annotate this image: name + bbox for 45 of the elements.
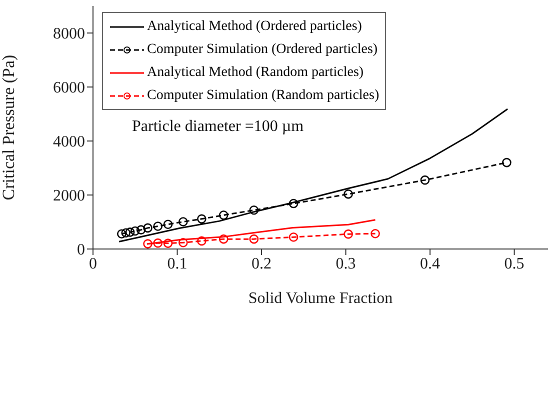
annotation: Particle diameter =100 µm	[132, 118, 304, 136]
point	[178, 217, 188, 226]
point	[218, 210, 228, 220]
point	[502, 158, 512, 168]
point	[288, 232, 298, 242]
legend-label: Analytical Method (Ordered particles)	[147, 18, 362, 34]
point	[130, 226, 140, 236]
point	[249, 205, 259, 215]
point	[121, 228, 131, 238]
point	[344, 189, 353, 199]
point	[153, 238, 163, 248]
y-tick-label: 6000	[53, 80, 85, 97]
x-tick-label: 0.4	[420, 255, 440, 272]
x-tick-label: 0.1	[167, 255, 188, 272]
x-tick-label: 0.3	[336, 255, 356, 272]
x-tick-label: 0.5	[504, 255, 524, 272]
point	[218, 234, 228, 244]
point	[344, 229, 353, 239]
x-tick-label: 0	[89, 255, 97, 272]
y-tick-label: 2000	[53, 188, 85, 205]
y-tick-label: 8000	[53, 26, 85, 43]
point	[163, 220, 173, 230]
point	[125, 228, 135, 237]
x-axis-title: Solid Volume Fraction	[248, 290, 393, 307]
y-axis-title: Critical Pressure (Pa)	[0, 54, 18, 200]
x-tick-label: 0.2	[252, 255, 272, 272]
point	[143, 223, 152, 233]
point	[370, 228, 380, 238]
point	[136, 225, 146, 234]
point	[249, 234, 259, 244]
point	[288, 198, 298, 208]
point	[163, 238, 173, 248]
y-tick-label: 0	[77, 242, 85, 259]
point	[117, 229, 126, 239]
point	[153, 222, 163, 231]
y-tick-label: 4000	[53, 134, 85, 151]
legend-label: Computer Simulation (Ordered particles)	[147, 42, 378, 58]
point	[143, 239, 152, 248]
legend-label: Analytical Method (Random particles)	[147, 64, 364, 80]
point	[420, 175, 430, 185]
point	[197, 214, 206, 224]
line-series	[118, 108, 508, 242]
point	[197, 236, 206, 246]
legend-label: Computer Simulation (Random particles)	[147, 88, 380, 104]
point	[178, 238, 188, 248]
